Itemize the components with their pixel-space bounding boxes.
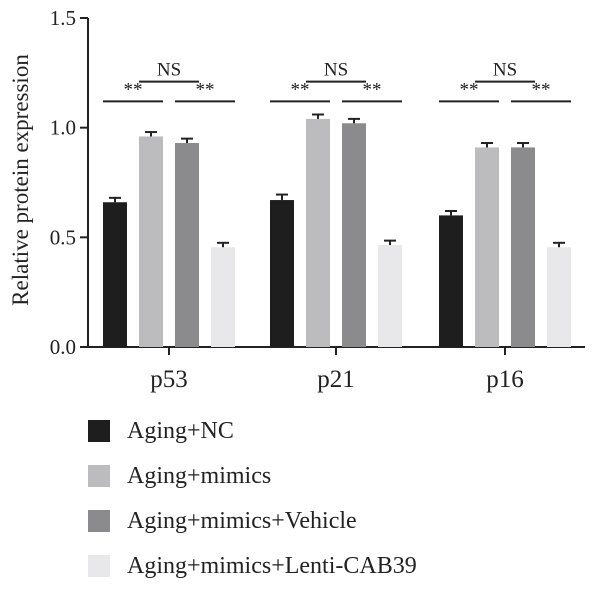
legend-item: Aging+mimics+Vehicle	[88, 506, 417, 536]
legend-swatch	[88, 465, 110, 487]
axes: 0.0 0.5 1.0 1.5 p53 p21 p16	[50, 6, 585, 393]
bar	[547, 247, 571, 347]
bar	[342, 123, 366, 347]
legend-label: Aging+mimics	[127, 462, 272, 489]
bar	[139, 136, 163, 347]
significance-label: **	[196, 79, 215, 100]
significance-label: **	[363, 79, 382, 100]
x-tick-label: p16	[486, 366, 524, 393]
bar	[211, 247, 235, 347]
legend-label: Aging+mimics+Vehicle	[127, 507, 357, 534]
legend-label: Aging+NC	[127, 417, 234, 444]
x-tick-label: p21	[317, 366, 355, 393]
bar	[103, 202, 127, 347]
legend-item: Aging+mimics+Lenti-CAB39	[88, 551, 417, 581]
bar	[439, 215, 463, 347]
bar	[306, 118, 330, 347]
x-tick-label: p53	[150, 366, 188, 393]
bars	[103, 113, 571, 347]
significance-label: NS	[157, 60, 181, 81]
legend-swatch	[88, 555, 110, 577]
legend-item: Aging+NC	[88, 416, 417, 446]
legend-swatch	[88, 420, 110, 442]
significance-label: NS	[324, 60, 348, 81]
y-tick-label: 0.5	[50, 225, 76, 249]
legend-label: Aging+mimics+Lenti-CAB39	[127, 552, 417, 579]
significance-label: NS	[493, 60, 517, 81]
legend-item: Aging+mimics	[88, 461, 417, 491]
significance-label: **	[460, 79, 479, 100]
y-axis-title: Relative protein expression	[8, 54, 33, 306]
bar	[511, 147, 535, 347]
y-tick-label: 1.5	[50, 6, 76, 30]
significance-label: **	[291, 79, 310, 100]
bar	[270, 200, 294, 347]
significance-label: **	[532, 79, 551, 100]
y-tick-label: 1.0	[50, 116, 76, 140]
legend-swatch	[88, 510, 110, 532]
significance-annotations: ** NS ** ** NS ** ** NS **	[103, 60, 571, 103]
bar	[175, 143, 199, 347]
bar	[475, 147, 499, 347]
legend: Aging+NC Aging+mimics Aging+mimics+Vehicle…	[88, 416, 417, 596]
bar	[378, 245, 402, 347]
y-tick-label: 0.0	[50, 335, 76, 359]
significance-label: **	[124, 79, 143, 100]
